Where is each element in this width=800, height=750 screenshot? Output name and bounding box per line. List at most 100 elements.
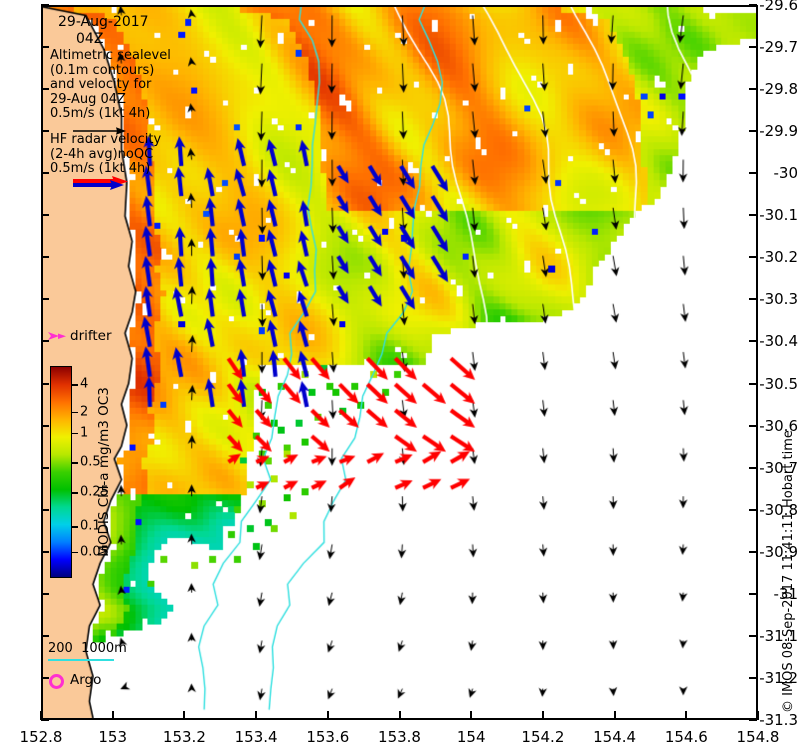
y-axis-tick [41,298,49,301]
hfradar-arrow-icon [73,176,128,190]
x-axis-tick [685,711,688,720]
y-axis-tick-label: -30.1 [759,206,798,225]
y-axis-tick [749,172,757,175]
colorbar: 4 2 1 0.5 0.25 0.1 0.05 [50,366,109,578]
colorbar-tick-label: 2 [80,404,89,420]
y-axis-tick [41,130,49,133]
y-axis-tick [749,256,757,259]
y-axis-tick-label: -30.5 [759,374,798,393]
drifter-legend-label: drifter [70,328,112,344]
y-axis-tick [749,340,757,343]
x-axis-tick [541,711,544,720]
x-axis-tick-label: 153.6 [306,728,350,746]
y-axis-tick [749,466,757,469]
x-axis-tick-label: 153.8 [378,728,421,746]
x-axis-tick-label: 154.6 [664,728,708,746]
x-axis-tick-label: 154.2 [521,728,565,746]
y-axis-tick [41,634,49,637]
y-axis-tick [749,592,757,595]
y-axis-tick-label: -31.2 [759,668,798,687]
colorbar-tick [72,492,78,494]
chlorophyll-velocity-canvas [43,7,756,718]
map-title-hour: 04Z [76,31,104,47]
y-axis-tick [749,298,757,301]
x-axis-tick [255,711,258,720]
x-axis-tick-label: 152.8 [19,728,63,746]
y-axis-tick-label: -30.8 [759,500,798,519]
x-axis-tick-label: 154.4 [593,728,637,746]
x-axis-tick-label: 154.8 [736,728,780,746]
y-axis-tick-label: -30 [773,164,799,183]
y-axis-tick [41,676,49,679]
x-axis-tick [111,711,114,720]
y-axis-tick-label: -30.4 [759,332,798,351]
x-axis-tick [613,711,616,720]
y-axis-tick [749,130,757,133]
colorbar-tick [72,526,78,528]
x-axis-tick [326,711,329,720]
colorbar-tick [72,411,78,414]
y-axis-tick [41,88,49,91]
y-axis-tick [749,719,757,721]
colorbar-tick [72,551,78,553]
x-axis-tick-label: 153.4 [234,728,278,746]
colorbar-tick-label: 0.1 [80,518,101,534]
y-axis-tick [41,592,49,595]
y-axis-tick-label: -29.9 [759,122,798,141]
y-axis-tick [749,382,757,385]
x-axis-tick [757,711,759,720]
altimetric-arrow-icon [73,127,126,135]
x-axis-tick [470,711,473,720]
depth-contour-line-sample [48,659,114,661]
y-axis-tick-label: -30.7 [759,458,798,477]
y-axis-tick-label: -30.9 [759,542,798,561]
map-title-date: 29-Aug-2017 [58,14,149,30]
depth-contour-labels: 200 1000m [48,641,127,656]
y-axis-tick [41,424,49,427]
y-axis-tick [41,340,49,343]
y-axis-tick [749,4,757,6]
colorbar-tick [72,384,78,386]
y-axis-tick [41,466,49,469]
x-axis-tick-label: 153.2 [162,728,206,746]
y-axis-tick [41,550,49,553]
y-axis-tick-label: -31.1 [759,626,798,645]
x-axis-tick-label: 153 [98,728,128,746]
colorbar-tick [72,432,78,435]
colorbar-tick [72,462,78,464]
altimetric-legend-text: Altimetric sealevel (0.1m contours) and … [50,48,171,122]
y-axis-tick-label: -30.3 [759,290,798,309]
map-plot-area[interactable] [41,5,758,720]
argo-icon [49,674,64,689]
y-axis-tick-label: -29.7 [759,38,798,57]
y-axis-tick [749,424,757,427]
y-axis-tick [41,46,49,49]
y-axis-tick [41,214,49,217]
x-axis-tick [183,711,186,720]
y-axis-tick-label: -30.6 [759,416,798,435]
y-axis-tick-label: -29.8 [759,80,798,99]
y-axis-tick [41,172,49,175]
y-axis-tick [749,550,757,553]
y-axis-tick-label: -29.6 [759,0,798,14]
y-axis-tick [41,508,49,511]
y-axis-tick [41,256,49,259]
colorbar-tick-label: 0.25 [80,484,109,500]
y-axis-tick [749,676,757,679]
y-axis-tick [41,4,49,6]
hfradar-legend-text: HF radar velocity (2-4h avg)noQC 0.5m/s … [50,132,162,177]
x-axis-tick-label: 154 [456,728,486,746]
y-axis-tick [41,719,49,721]
y-axis-tick [749,634,757,637]
argo-legend-label: Argo [70,672,102,688]
y-axis-tick-label: -31.3 [759,711,798,729]
y-axis-tick-label: -30.2 [759,248,798,267]
colorbar-tick-label: 1 [80,425,89,441]
x-axis-tick [40,711,42,720]
y-axis-tick-label: -31 [773,584,799,603]
colorbar-tick-label: 4 [80,376,89,392]
y-axis-tick [749,88,757,91]
y-axis-tick [749,214,757,217]
y-axis-tick [41,382,49,385]
